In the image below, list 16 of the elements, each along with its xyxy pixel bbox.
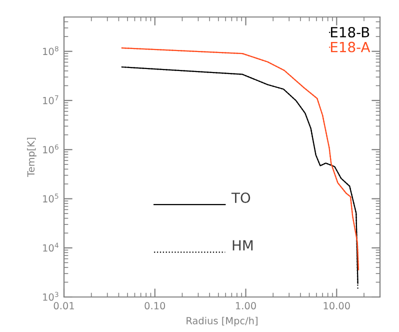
- y-tick-label: 10$^{8}$: [43, 46, 58, 56]
- y-tick-label: 10$^{6}$: [43, 144, 58, 154]
- y-tick-label: 10$^{5}$: [43, 194, 58, 202]
- x-tick-label: 0.01: [54, 302, 74, 310]
- annotation: HM: [232, 240, 253, 250]
- legend-label: E18-A: [330, 42, 370, 52]
- x-axis-title: Radius [Mpc/h]: [186, 316, 258, 326]
- y-axis-title: Temp[K]: [27, 138, 36, 177]
- y-tick-label: 10$^{4}$: [43, 242, 58, 252]
- x-tick-label: 10.00: [324, 302, 350, 310]
- y-tick-label: 10$^{3}$: [43, 292, 58, 301]
- legend-label: E18-B: [330, 26, 370, 38]
- y-tick-label: 10$^{7}$: [43, 95, 58, 104]
- x-tick-label: 1.00: [236, 302, 256, 310]
- annotation: TO: [231, 192, 250, 204]
- x-tick-label: 0.10: [144, 302, 166, 310]
